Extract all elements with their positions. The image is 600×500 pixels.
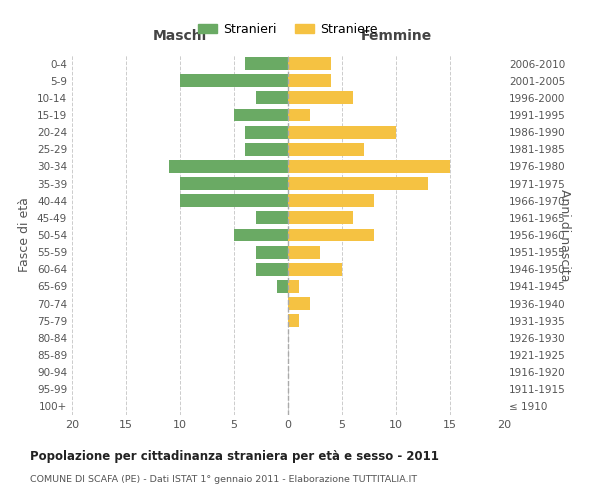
Bar [256,246,288,258]
Y-axis label: Fasce di età: Fasce di età [19,198,31,272]
Y-axis label: Anni di nascita: Anni di nascita [558,188,571,281]
Bar [180,177,288,190]
Bar [256,263,288,276]
Bar [245,126,288,138]
Legend: Stranieri, Straniere: Stranieri, Straniere [193,18,383,41]
Bar [288,280,299,293]
Bar [245,143,288,156]
Text: Popolazione per cittadinanza straniera per età e sesso - 2011: Popolazione per cittadinanza straniera p… [30,450,439,463]
Bar [288,92,353,104]
Text: Maschi: Maschi [153,29,207,43]
Bar [288,263,342,276]
Bar [288,108,310,122]
Bar [288,143,364,156]
Text: COMUNE DI SCAFA (PE) - Dati ISTAT 1° gennaio 2011 - Elaborazione TUTTITALIA.IT: COMUNE DI SCAFA (PE) - Dati ISTAT 1° gen… [30,475,417,484]
Bar [288,160,450,173]
Bar [288,177,428,190]
Bar [288,228,374,241]
Bar [234,108,288,122]
Bar [288,314,299,327]
Text: Femmine: Femmine [361,29,431,43]
Bar [288,57,331,70]
Bar [288,126,396,138]
Bar [245,57,288,70]
Bar [288,246,320,258]
Bar [234,228,288,241]
Bar [288,74,331,87]
Bar [288,297,310,310]
Bar [169,160,288,173]
Bar [277,280,288,293]
Bar [288,212,353,224]
Bar [256,92,288,104]
Bar [180,74,288,87]
Bar [256,212,288,224]
Bar [288,194,374,207]
Bar [180,194,288,207]
